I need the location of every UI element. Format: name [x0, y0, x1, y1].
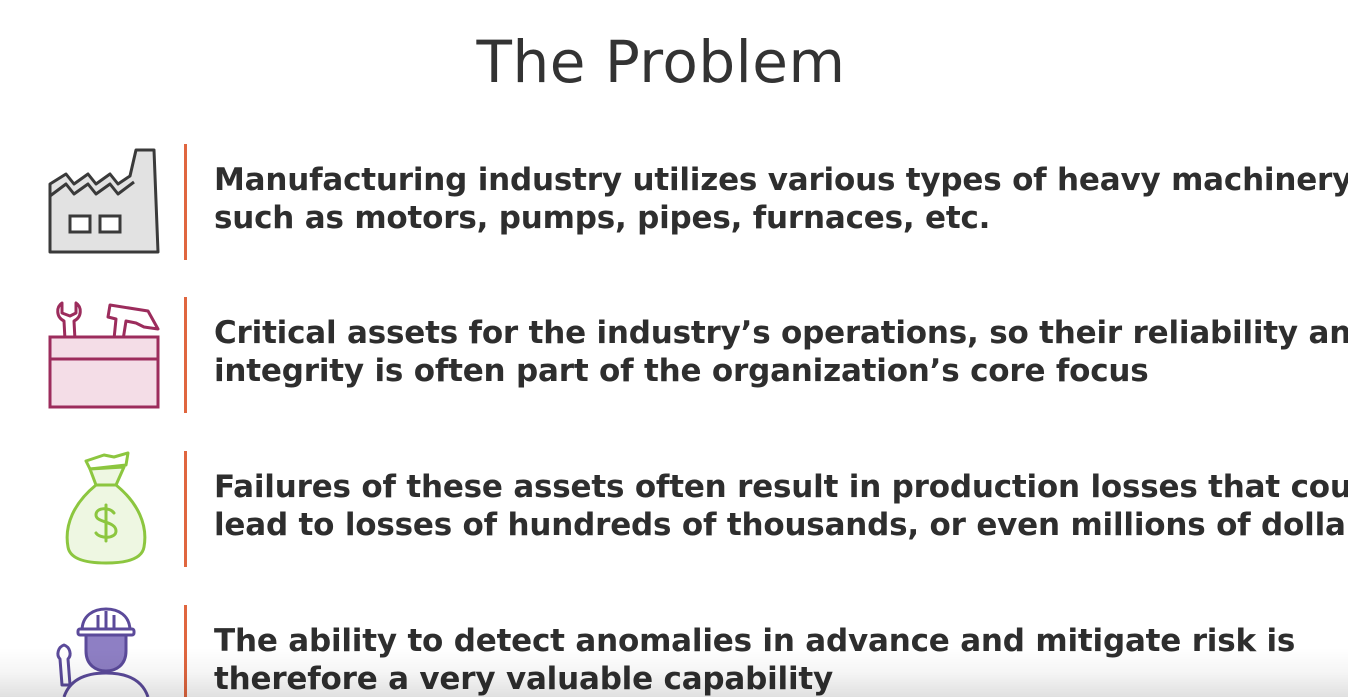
row-divider — [184, 297, 187, 413]
problem-item: Failures of these assets often result in… — [0, 451, 1348, 567]
item-text: Failures of these assets often result in… — [214, 468, 1348, 544]
slide-title: The Problem — [476, 28, 846, 96]
row-divider — [184, 451, 187, 567]
problem-item: The ability to detect anomalies in advan… — [0, 605, 1348, 697]
item-text-line-2: therefore a very valuable capability — [214, 661, 834, 697]
item-text-line-2: lead to losses of hundreds of thousands,… — [214, 507, 1348, 543]
item-text-line-2: integrity is often part of the organizat… — [214, 353, 1149, 389]
row-divider — [184, 144, 187, 260]
row-divider — [184, 605, 187, 697]
item-text: Critical assets for the industry’s opera… — [214, 314, 1348, 390]
toolbox-icon — [44, 297, 168, 413]
money-bag-icon — [44, 451, 168, 567]
problem-item: Critical assets for the industry’s opera… — [0, 297, 1348, 413]
item-text-line-1: Failures of these assets often result in… — [214, 469, 1348, 505]
item-text: Manufacturing industry utilizes various … — [214, 161, 1348, 237]
problem-item: Manufacturing industry utilizes various … — [0, 144, 1348, 260]
item-text-line-1: Manufacturing industry utilizes various … — [214, 162, 1348, 198]
item-text-line-1: Critical assets for the industry’s opera… — [214, 315, 1348, 351]
item-text-line-1: The ability to detect anomalies in advan… — [214, 623, 1296, 659]
item-text: The ability to detect anomalies in advan… — [214, 622, 1296, 697]
item-text-line-2: such as motors, pumps, pipes, furnaces, … — [214, 200, 991, 236]
factory-icon — [44, 144, 168, 260]
worker-icon — [44, 605, 168, 697]
